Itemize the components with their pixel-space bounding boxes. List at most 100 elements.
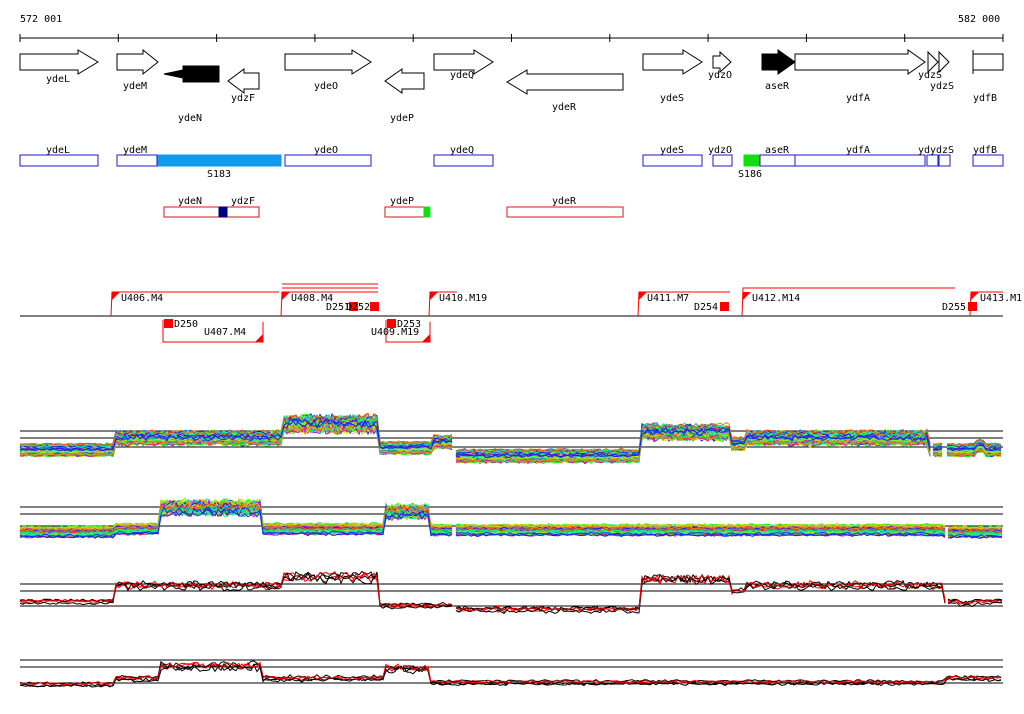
expression-trace [946,444,1002,451]
expression-trace [947,526,1003,530]
downshift-label: D255 [942,302,966,313]
expression-trace [19,419,453,452]
plus-box-ydeL[interactable] [19,154,99,167]
plus-box-ydeM[interactable] [116,154,158,167]
gene-label: ydfB [973,93,997,104]
gene-ydfA[interactable]: ydfA [794,49,926,104]
expression-trace [455,431,931,464]
dark-segment-marker[interactable] [218,206,228,218]
gene-ydeO[interactable]: ydeO [284,49,372,92]
plus-box-ydeQ[interactable] [433,154,494,167]
expression-trace [455,576,946,615]
plus-box-ydzO[interactable] [712,154,733,167]
gene-label: ydzO [708,70,732,81]
minus-box-ydeP[interactable] [384,206,425,218]
minus-box-label: ydeN [178,196,202,207]
expression-trace [947,601,1003,608]
expression-trace [19,660,1002,685]
plus-box-ydeO[interactable] [284,154,372,167]
expression-trace [947,527,1003,532]
downshift-marker[interactable] [164,319,173,328]
gene-label: aseR [765,81,790,92]
plus-box-label: aseR [765,145,790,156]
gene-track: ydeL ydeM ydeN ydzF ydeO ydeP yd [19,48,1004,124]
gene-ydeP[interactable]: ydeP [384,68,425,124]
expression-trace [19,664,1002,688]
gene-ydeN[interactable]: ydeN [163,65,220,124]
plus-box-ydfA[interactable] [794,154,926,167]
gene-ydeR[interactable]: ydeR [506,69,624,113]
gene-label: ydeP [390,113,414,124]
expression-trace [946,438,1002,447]
gene-ydeS[interactable]: ydeS [642,49,703,104]
expression-trace [455,423,931,455]
plus-box-ydfB[interactable] [972,154,1004,167]
plus-box-ydzS-a[interactable] [926,154,939,167]
plus-box-label: ydzS [930,145,954,156]
transcription-unit-track: U406.M4 U408.M4 U410.M19 U411.M7 U412.M1… [20,283,1022,343]
downshift-label: D252 [346,302,370,313]
tu-label: U408.M4 [291,293,333,304]
plus-box-aseR[interactable] [759,154,796,167]
expression-trace [947,533,1003,537]
highlight-segment-S186[interactable] [743,154,761,167]
gene-ydeQ[interactable]: ydeQ [433,49,494,81]
tu-label: U410.M19 [439,293,487,304]
coordinate-ruler: 572 001 582 000 [19,14,1004,42]
expression-trace [455,573,946,612]
expression-trace [19,507,453,539]
gene-ydzS-2[interactable]: ydzS [930,50,954,92]
downshift-marker[interactable] [720,302,729,311]
plus-box-label: ydeS [660,145,684,156]
minus-box-ydeR[interactable] [506,206,624,218]
range-end-label: 582 000 [958,14,1000,25]
expression-trace [19,504,453,535]
plus-box-label: ydzO [708,145,732,156]
minus-strand-track: ydeN ydzF ydeP ydeR [163,196,624,218]
green-segment-marker[interactable] [423,206,431,218]
gene-ydeL[interactable]: ydeL [19,49,99,85]
gene-ydeM[interactable]: ydeM [116,48,159,92]
expression-trace [946,449,1002,456]
gene-ydzO[interactable]: ydzO [708,50,732,81]
gene-ydzS[interactable]: ydzS [918,50,942,81]
downshift-marker[interactable] [968,302,977,311]
gene-aseR[interactable]: aseR [761,49,796,92]
segment-label: S186 [738,169,762,180]
gene-ydfB[interactable]: ydfB [972,50,1004,104]
downshift-marker[interactable] [349,302,358,311]
expression-trace [455,523,946,528]
expression-trace [19,498,453,530]
plus-box-label: ydfB [973,145,997,156]
segment-label: S183 [207,169,231,180]
highlight-segment-S183[interactable] [157,154,282,167]
downshift-marker[interactable] [387,319,396,328]
plus-box-label: yd [918,145,930,156]
expression-panel-plus-all [19,412,1003,465]
expression-trace [947,599,1003,605]
minus-box-label: ydzF [231,196,255,207]
expression-trace [947,534,1003,538]
expression-trace [19,423,453,457]
gene-label: ydeO [314,81,338,92]
expression-trace [19,661,1002,686]
expression-trace [455,432,931,464]
downshift-label: D254 [694,302,718,313]
expression-trace [455,427,931,459]
gene-label: ydeS [660,93,684,104]
plus-box-ydeS[interactable] [642,154,703,167]
gene-ydzF[interactable]: ydzF [227,68,260,104]
plus-box-label: ydeO [314,145,338,156]
plus-box-label: ydeL [46,145,70,156]
tu-label: U409.M19 [371,327,419,338]
downshift-marker[interactable] [370,302,379,311]
plus-box-ydzS-b[interactable] [938,154,951,167]
expression-trace [932,450,943,454]
minus-box-ydeN-ydzF[interactable] [163,206,260,218]
range-start-label: 572 001 [20,14,62,25]
gene-label: ydzF [231,93,255,104]
expression-trace [455,423,931,454]
expression-trace [932,452,943,457]
plus-box-label: ydeQ [450,145,474,156]
